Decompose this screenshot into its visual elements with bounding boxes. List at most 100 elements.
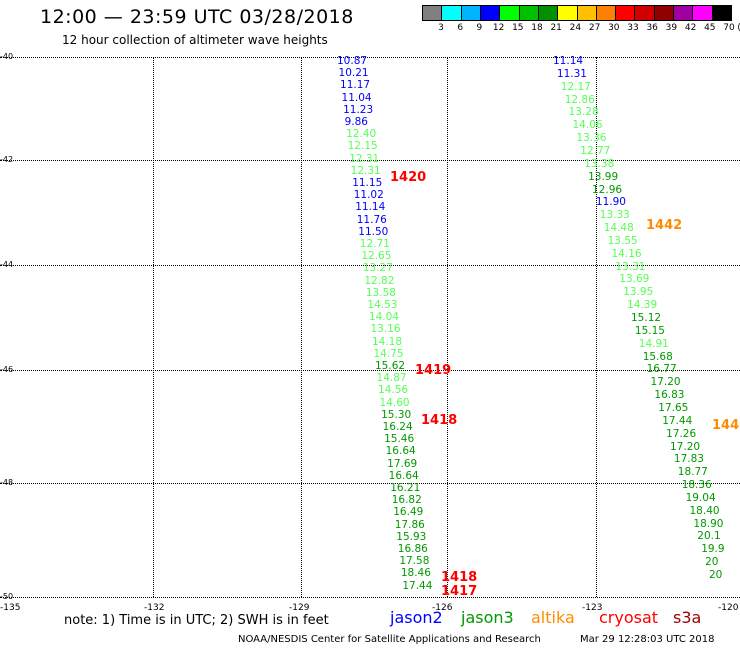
latitude-label: -50	[0, 592, 14, 601]
wave-height-value: 15.15	[634, 324, 665, 337]
wave-height-value: 16.49	[393, 506, 424, 519]
longitude-label: -135	[0, 603, 21, 613]
color-scale-label: 27	[588, 23, 601, 33]
wave-height-value: 17.44	[402, 579, 433, 592]
color-scale-label: 39	[665, 23, 678, 33]
latitude-label: -48	[0, 478, 14, 487]
pass-time-label: 1417	[441, 584, 478, 599]
wave-height-value: 18.77	[677, 466, 708, 479]
wave-height-value: 12.86	[564, 93, 595, 106]
wave-height-value: 14.04	[368, 311, 399, 324]
longitude-gridline	[301, 57, 302, 597]
wave-height-value: 11.02	[353, 189, 384, 202]
color-scale-label: 21	[550, 23, 562, 33]
wave-height-value: 17.20	[670, 440, 701, 453]
wave-height-value: 14.53	[367, 299, 398, 311]
wave-height-value: 13.58	[365, 286, 396, 299]
wave-height-value: 10.21	[338, 67, 369, 80]
wave-height-value: 15.68	[642, 350, 673, 363]
wave-height-value: 14.48	[603, 222, 634, 235]
wave-height-value: 16.83	[654, 389, 685, 402]
latitude-gridline	[0, 483, 740, 484]
color-swatch	[712, 6, 731, 20]
longitude-label: -123	[582, 603, 603, 613]
wave-height-value: 12.15	[347, 140, 378, 153]
color-swatch	[558, 6, 578, 20]
wave-height-value: 13.55	[607, 234, 638, 247]
wave-height-value: 12.65	[361, 250, 392, 263]
wave-height-value: 14.56	[378, 384, 409, 397]
wave-height-value: 11.15	[352, 177, 383, 189]
pass-time-label: 1418	[441, 570, 478, 585]
wave-height-value: 16.24	[382, 421, 413, 433]
wave-height-value: 19.04	[685, 491, 716, 504]
wave-height-value: 18.90	[693, 517, 724, 530]
footer-credit: NOAA/NESDIS Center for Satellite Applica…	[238, 634, 541, 645]
color-swatch	[423, 6, 443, 20]
wave-height-value: 12.31	[349, 152, 380, 165]
wave-height-value: 11.76	[356, 213, 387, 226]
wave-height-value: 15.30	[381, 408, 412, 421]
wave-height-value: 13.33	[599, 209, 630, 222]
wave-height-value: 14.75	[373, 347, 404, 360]
color-scale-label: 6	[457, 23, 464, 33]
wave-height-value: 12.96	[592, 183, 623, 196]
wave-height-value: 11.50	[358, 225, 389, 238]
wave-height-value: 13.31	[615, 260, 646, 273]
wave-height-value: 13.16	[370, 323, 401, 336]
wave-height-value: 17.20	[650, 376, 681, 389]
latitude-gridline	[0, 597, 740, 598]
color-swatch	[538, 6, 559, 20]
color-scale-label: 18	[531, 23, 543, 33]
wave-height-value: 14.60	[379, 396, 410, 409]
color-swatch	[442, 6, 462, 20]
wave-height-value: 16.64	[388, 469, 419, 482]
wave-height-value: 13.38	[584, 157, 615, 170]
wave-height-value: 16.77	[646, 363, 677, 376]
wave-height-value: 12.82	[364, 274, 395, 287]
wave-height-value: 12.31	[350, 164, 381, 177]
color-swatch	[693, 6, 713, 20]
latitude-gridline	[0, 370, 740, 371]
longitude-label: -120	[718, 603, 739, 613]
color-swatch	[596, 6, 617, 20]
wave-height-value: 14.91	[638, 337, 669, 350]
color-scale-label: 36	[646, 23, 658, 33]
wave-height-value: 16.82	[391, 494, 422, 507]
footer-timestamp: Mar 29 12:28:03 UTC 2018	[580, 634, 715, 645]
wave-height-value: 16.21	[390, 482, 421, 494]
wave-height-value: 11.14	[553, 55, 584, 67]
color-swatch	[500, 6, 520, 20]
color-scale-label: 12	[492, 23, 505, 33]
latitude-label: -40	[0, 52, 14, 61]
wave-height-value: 13.69	[619, 273, 650, 286]
wave-height-value: 13.27	[362, 262, 393, 275]
wave-height-value: 15.93	[396, 530, 427, 543]
longitude-label: -129	[289, 603, 310, 613]
pass-time-label: 1442	[646, 218, 683, 233]
wave-height-value: 18.40	[689, 504, 720, 517]
wave-height-value: 18.36	[681, 479, 712, 492]
color-swatch	[480, 6, 501, 20]
satellite-s3a: s3a	[673, 608, 702, 627]
color-scale-label: 15	[512, 23, 524, 33]
wave-height-value: 12.40	[346, 128, 377, 141]
satellite-cryosat: cryosat	[599, 608, 659, 627]
color-scale-label: 9	[476, 23, 483, 33]
satellite-altika: altika	[531, 608, 575, 627]
wave-height-value: 10.87	[337, 55, 368, 67]
wave-height-value: 15.12	[631, 312, 662, 324]
longitude-label: -126	[432, 603, 453, 613]
satellite-jason3: jason3	[461, 608, 514, 627]
latitude-label: -42	[0, 155, 14, 164]
wave-height-value: 17.26	[666, 427, 697, 440]
wave-height-value: 15.46	[384, 433, 415, 446]
wave-height-value: 9.86	[344, 116, 368, 128]
latitude-gridline	[0, 57, 740, 58]
wave-height-value: 12.17	[560, 80, 591, 93]
wave-height-value: 20	[709, 569, 723, 581]
color-swatch	[577, 6, 597, 20]
latitude-label: -46	[0, 365, 14, 374]
color-swatch	[674, 6, 694, 20]
